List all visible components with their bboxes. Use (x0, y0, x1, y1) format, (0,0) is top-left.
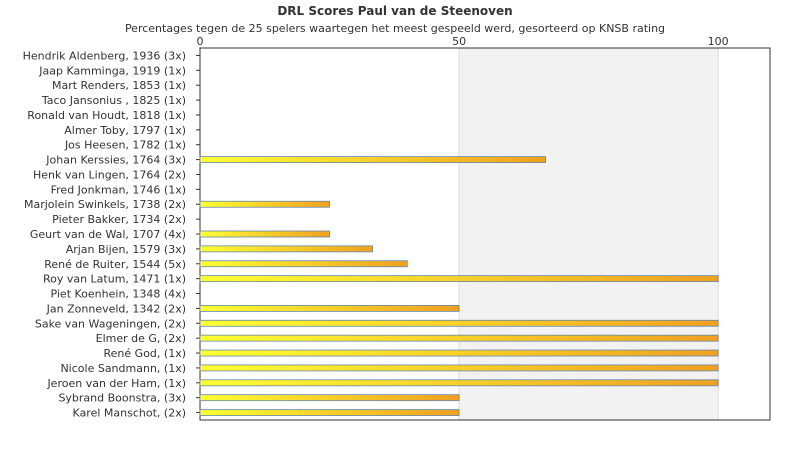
bar (199, 304, 460, 312)
bar (199, 245, 373, 253)
bar (199, 379, 719, 387)
category-label: Geurt van de Wal, 1707 (4x) (30, 228, 186, 241)
bar (199, 409, 460, 416)
category-label: Elmer de G, (2x) (96, 332, 186, 345)
category-label: Pieter Bakker, 1734 (2x) (52, 213, 186, 226)
category-label: Jos Heesen, 1782 (1x) (64, 139, 186, 152)
category-label: Jan Zonneveld, 1342 (2x) (46, 302, 186, 315)
bar (199, 394, 460, 402)
category-label: Sake van Wageningen, (2x) (35, 317, 186, 330)
category-label: Roy van Latum, 1471 (1x) (43, 273, 186, 286)
bar (199, 156, 547, 164)
category-label: Jaap Kamminga, 1919 (1x) (38, 64, 186, 77)
bar (199, 334, 719, 342)
category-label: Johan Kerssies, 1764 (3x) (45, 154, 186, 167)
bar (199, 364, 719, 372)
bar (199, 260, 408, 268)
category-label: Taco Jansonius , 1825 (1x) (41, 94, 186, 107)
bar (199, 349, 719, 357)
x-tick-label: 100 (708, 35, 729, 48)
bar (199, 230, 330, 238)
category-label: Nicole Sandmann, (1x) (60, 362, 186, 375)
bar (199, 200, 330, 208)
category-label: René de Ruiter, 1544 (5x) (44, 258, 186, 271)
x-tick-label: 50 (452, 35, 466, 48)
category-label: Hendrik Aldenberg, 1936 (3x) (23, 49, 186, 62)
category-label: René God, (1x) (104, 347, 186, 360)
x-tick-label: 0 (197, 35, 204, 48)
grid-band (459, 48, 719, 420)
category-label: Karel Manschot, (2x) (73, 407, 186, 420)
category-label: Arjan Bijen, 1579 (3x) (66, 243, 186, 256)
category-label: Jeroen van der Ham, (1x) (46, 377, 186, 390)
chart-title: DRL Scores Paul van de Steenoven (277, 4, 513, 18)
category-label: Fred Jonkman, 1746 (1x) (51, 183, 186, 196)
category-label: Marjolein Swinkels, 1738 (2x) (24, 198, 186, 211)
bar (199, 275, 719, 283)
category-label: Sybrand Boonstra, (3x) (58, 392, 186, 405)
bar (199, 319, 719, 327)
category-label: Henk van Lingen, 1764 (2x) (33, 168, 186, 181)
category-label: Ronald van Houdt, 1818 (1x) (27, 109, 186, 122)
category-label: Piet Koenhein, 1348 (4x) (50, 288, 186, 301)
category-label: Mart Renders, 1853 (1x) (52, 79, 186, 92)
chart-subtitle: Percentages tegen de 25 spelers waartege… (124, 22, 666, 35)
category-label: Almer Toby, 1797 (1x) (64, 124, 186, 137)
